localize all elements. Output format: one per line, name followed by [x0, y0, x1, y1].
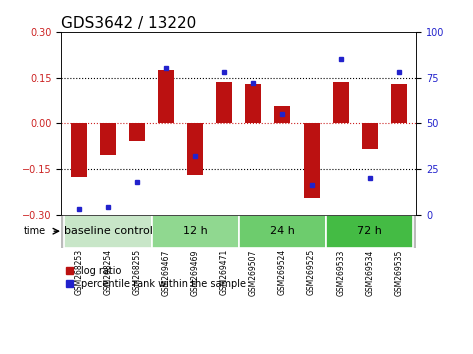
Text: baseline control: baseline control — [63, 226, 152, 236]
Bar — [100, 123, 116, 155]
Bar — [152, 215, 239, 248]
Bar — [187, 123, 203, 175]
Bar — [245, 84, 262, 123]
Bar — [326, 215, 413, 248]
Bar — [71, 123, 87, 177]
Text: GDS3642 / 13220: GDS3642 / 13220 — [61, 16, 197, 31]
Bar — [239, 215, 326, 248]
Bar — [274, 107, 290, 123]
Text: 24 h: 24 h — [270, 226, 295, 236]
Bar — [216, 82, 232, 123]
Bar — [158, 70, 174, 123]
Text: 12 h: 12 h — [183, 226, 208, 236]
Bar — [304, 123, 320, 198]
Bar — [333, 82, 349, 123]
Text: time: time — [23, 226, 45, 236]
Bar — [129, 123, 145, 142]
Text: 72 h: 72 h — [357, 226, 382, 236]
Legend: log ratio, percentile rank within the sample: log ratio, percentile rank within the sa… — [66, 266, 246, 289]
Bar — [362, 123, 378, 149]
Bar — [391, 84, 407, 123]
Bar — [64, 215, 152, 248]
